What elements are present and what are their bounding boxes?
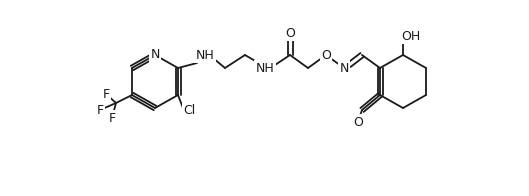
Text: NH: NH bbox=[256, 62, 275, 74]
Text: F: F bbox=[96, 103, 104, 116]
Text: OH: OH bbox=[402, 30, 421, 43]
Text: F: F bbox=[103, 87, 110, 101]
Text: N: N bbox=[339, 62, 349, 74]
Text: Cl: Cl bbox=[183, 103, 195, 116]
Text: N: N bbox=[150, 47, 160, 61]
Text: F: F bbox=[108, 112, 115, 124]
Text: O: O bbox=[285, 26, 295, 40]
Text: O: O bbox=[321, 48, 331, 62]
Text: NH: NH bbox=[196, 48, 214, 62]
Text: O: O bbox=[353, 115, 363, 129]
